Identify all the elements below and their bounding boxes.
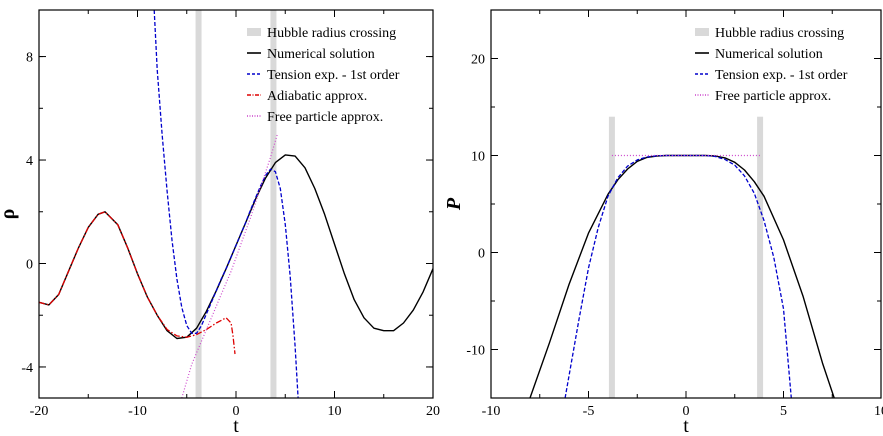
left-legend-label-numerical: Numerical solution [267,47,375,62]
left-legend-label-free_particle: Free particle approx. [267,110,383,125]
right-legend-label-free_particle: Free particle approx. [715,89,831,104]
right-legend-swatch-hubble [695,28,709,36]
left-panel: -20 -10 0 10 20 -4 0 4 8 t ρ Hubble radius cross… [0,9,440,436]
right-hubble-band-1 [757,116,764,398]
right-xtick-label: -5 [583,404,595,419]
left-legend: Hubble radius crossing Numerical solution… [247,26,400,125]
right-ytick-label: 0 [478,247,485,262]
left-series-adiabatic [39,211,236,355]
right-hubble-band-0 [608,116,615,398]
right-hubble-bands [608,116,764,398]
left-series-tension [153,10,299,398]
right-xlabel: t [683,415,689,436]
left-xtick-label: 0 [233,404,240,419]
right-panel: -10 -5 0 5 10 -10 0 10 20 t P Hubble radius cros… [443,9,883,436]
right-series [529,154,835,398]
left-legend-label-adiabatic: Adiabatic approx. [267,89,367,104]
left-xtick-label: 20 [426,404,440,419]
left-hubble-bands [195,10,277,398]
right-ylabel: P [443,197,465,211]
left-ticks: -20 -10 0 10 20 -4 0 4 8 [21,10,440,419]
right-legend-label-numerical: Numerical solution [715,47,823,62]
left-legend-swatch-hubble [247,28,261,36]
left-ytick-label: 0 [26,257,33,272]
right-xtick-label: 5 [780,404,787,419]
left-legend-label-hubble: Hubble radius crossing [267,26,396,41]
right-xtick-label: 10 [874,404,883,419]
left-ylabel: ρ [0,209,19,220]
left-xtick-label: -10 [128,404,147,419]
right-ytick-label: 20 [471,53,485,68]
left-hubble-band-0 [195,10,202,398]
right-ticks: -10 -5 0 5 10 -10 0 10 20 [466,9,883,419]
left-ytick-label: -4 [21,361,33,376]
left-xtick-label: 10 [328,404,342,419]
left-ytick-label: 8 [26,51,33,66]
left-series [39,10,433,398]
left-hubble-band-1 [270,10,277,398]
left-series-free_particle [181,134,278,398]
left-xlabel: t [233,415,239,436]
right-legend: Hubble radius crossing Numerical solution… [695,26,848,104]
right-series-tension [564,154,792,398]
right-ytick-label: -10 [466,344,485,359]
left-legend-label-tension: Tension exp. - 1st order [267,68,400,83]
right-legend-label-tension: Tension exp. - 1st order [715,68,848,83]
right-xtick-label: -10 [482,404,501,419]
right-ytick-label: 10 [471,150,485,165]
right-legend-label-hubble: Hubble radius crossing [715,26,844,41]
right-xtick-label: 0 [683,404,690,419]
left-ytick-label: 4 [26,154,33,169]
left-xtick-label: -20 [30,404,49,419]
